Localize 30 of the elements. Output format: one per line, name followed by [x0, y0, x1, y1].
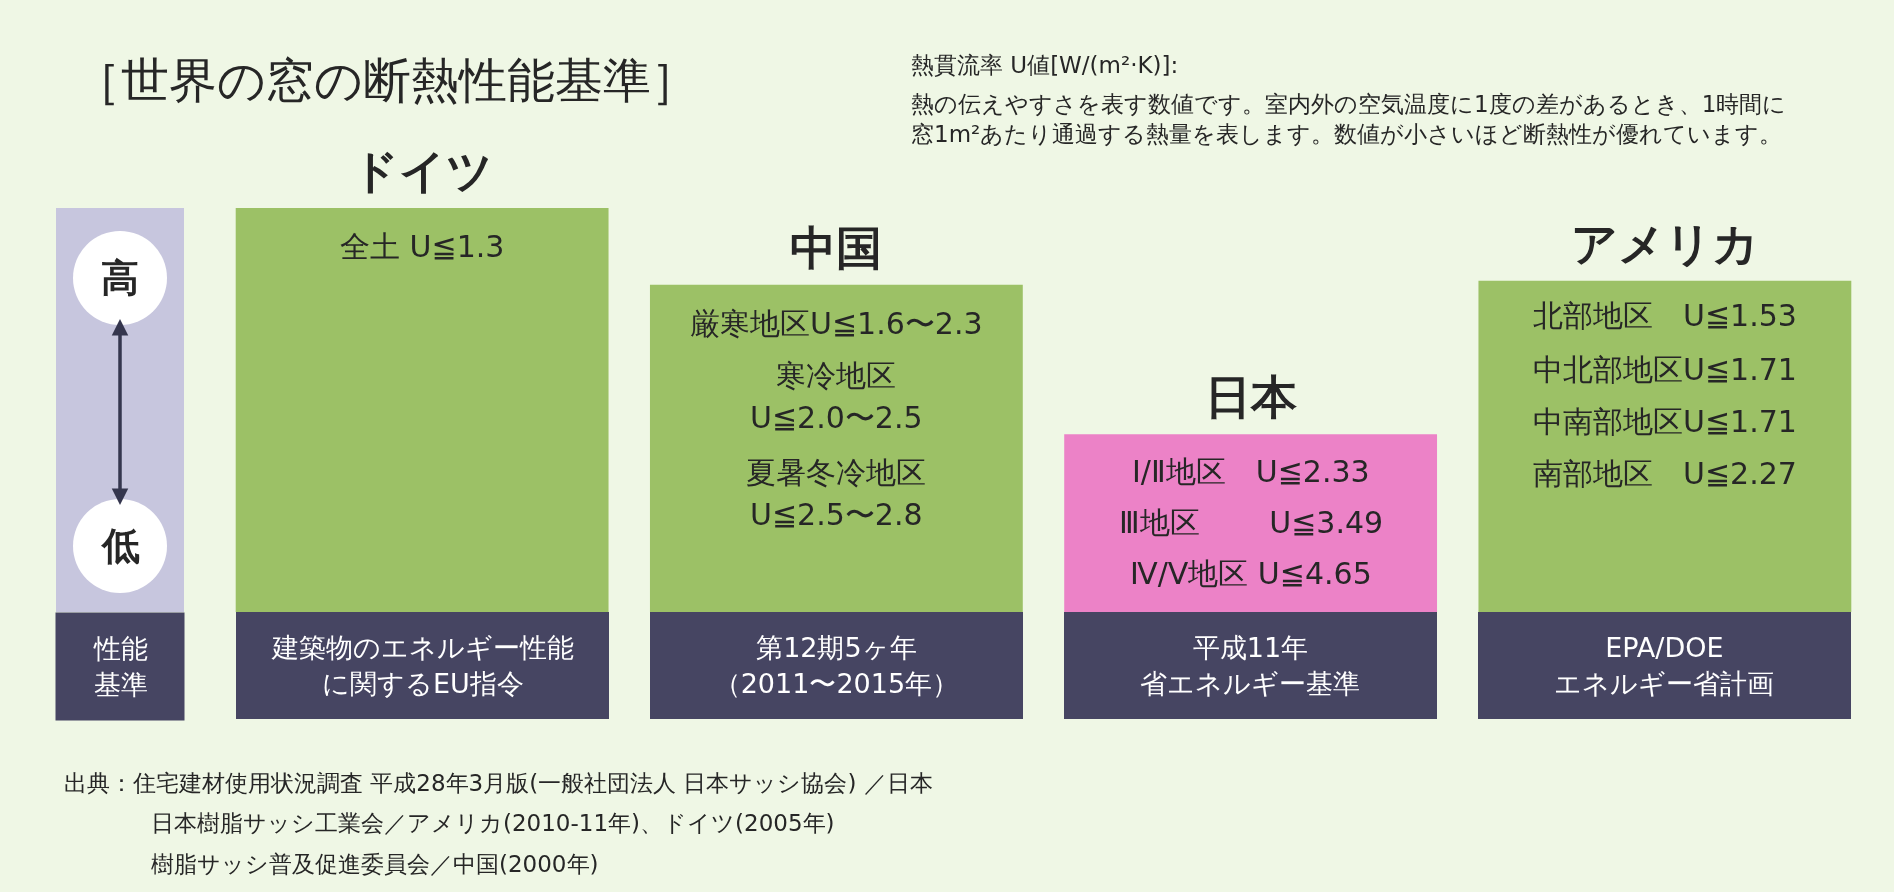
annotation: Ⅰ/Ⅱ地区 U≦2.33 — [1132, 454, 1370, 489]
annotation: 日本 — [1205, 370, 1297, 424]
text: 低 — [100, 524, 140, 568]
source-note: 出典：住宅建材使用状況調査 平成28年3月版(一般社団法人 日本サッシ協会) ／日本 — [64, 770, 933, 796]
annotation: Ⅲ地区 U≦3.49 — [1119, 505, 1384, 540]
x-tick-label: EPA/DOE エネルギー省計画 — [1554, 632, 1775, 699]
annotation: ドイツ — [352, 144, 493, 198]
text: 樹脂サッシ普及促進委員会／中国(2000年) — [151, 851, 599, 877]
annotation: U≦2.0〜2.5 — [750, 400, 923, 435]
annotation: 中南部地区U≦1.71 — [1533, 404, 1797, 439]
x-tick-label: 建築物のエネルギー性能に関するEU指令 — [270, 632, 574, 699]
annotation: 中北部地区U≦1.71 — [1533, 352, 1797, 387]
annotation: 中国 — [790, 221, 882, 275]
annotation: 北部地区 U≦1.53 — [1533, 298, 1797, 333]
annotation: アメリカ — [1571, 217, 1759, 271]
chart-title: ［世界の窓の断熱性能基準］ — [73, 51, 699, 108]
annotation: U≦2.5〜2.8 — [750, 497, 923, 532]
annotation: 夏暑冬冷地区 — [746, 455, 926, 490]
text: 日本樹脂サッシ工業会／アメリカ(2010-11年)、ドイツ(2005年) — [151, 810, 835, 836]
x-tick-label: 第12期5ヶ年（2011〜2015年） — [713, 632, 960, 699]
annotation: 南部地区 U≦2.27 — [1533, 456, 1797, 491]
text: 高 — [101, 256, 139, 300]
annotation: 全土 U≦1.3 — [340, 229, 505, 264]
annotation: 寒冷地区 — [776, 358, 896, 393]
text: 熱の伝えやすさを表す数値です。室内外の空気温度に1度の差があるとき、1時間に窓1m²あたり通過する熱量を表します。数値が小さいほど断熱性が優れています。 — [911, 91, 1787, 147]
annotation: Ⅳ/Ⅴ地区 U≦4.65 — [1130, 556, 1372, 591]
x-tick-label: 平成11年省エネルギー基準 — [1140, 632, 1361, 699]
text: 熱貫流率 U値[W/(m²·K)]: — [911, 52, 1179, 78]
y-axis-title: 性能基準 — [92, 633, 148, 700]
annotation: 厳寒地区U≦1.6〜2.3 — [690, 306, 983, 341]
